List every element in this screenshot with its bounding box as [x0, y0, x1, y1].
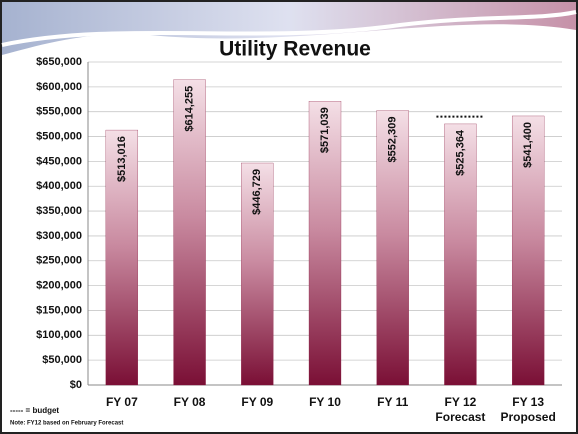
page: Utility Revenue ----- = budget Note: FY1… — [0, 0, 578, 434]
y-tick-label: $150,000 — [36, 304, 82, 316]
value-label: $571,039 — [319, 107, 331, 153]
y-tick-label: $650,000 — [36, 56, 82, 68]
x-tick-label: FY 07 — [106, 395, 138, 409]
y-tick-label: $500,000 — [36, 130, 82, 142]
value-label: $513,016 — [116, 136, 128, 182]
y-tick-label: $550,000 — [36, 106, 82, 118]
x-tick-label: FY 11 — [377, 395, 408, 409]
x-tick-sublabel: Proposed — [500, 410, 555, 424]
x-tick-label: FY 08 — [174, 395, 206, 409]
budget-legend: ----- = budget — [10, 406, 59, 415]
value-label: $446,729 — [251, 169, 263, 215]
value-label: $525,364 — [454, 129, 466, 176]
y-tick-label: $250,000 — [36, 255, 82, 267]
chart-title: Utility Revenue — [219, 38, 371, 61]
x-tick-label: FY 10 — [309, 395, 341, 409]
x-tick-label: FY 12 — [445, 395, 477, 409]
chart: Utility Revenue ----- = budget Note: FY1… — [0, 0, 578, 434]
y-tick-label: $50,000 — [42, 354, 82, 366]
y-tick-label: $0 — [70, 379, 82, 391]
y-tick-label: $200,000 — [36, 280, 82, 292]
note: Note: FY12 based on February Forecast — [10, 421, 123, 427]
y-tick-label: $400,000 — [36, 180, 82, 192]
y-tick-label: $600,000 — [36, 81, 82, 93]
x-tick-label: FY 13 — [512, 395, 544, 409]
value-label: $541,400 — [522, 122, 534, 168]
y-tick-label: $450,000 — [36, 155, 82, 167]
value-label: $552,309 — [387, 117, 399, 163]
y-tick-label: $100,000 — [36, 329, 82, 341]
x-tick-label: FY 09 — [241, 395, 273, 409]
value-label: $614,255 — [183, 86, 195, 132]
x-tick-sublabel: Forecast — [435, 410, 485, 424]
y-tick-label: $300,000 — [36, 230, 82, 242]
y-tick-label: $350,000 — [36, 205, 82, 217]
frame — [1, 1, 577, 433]
